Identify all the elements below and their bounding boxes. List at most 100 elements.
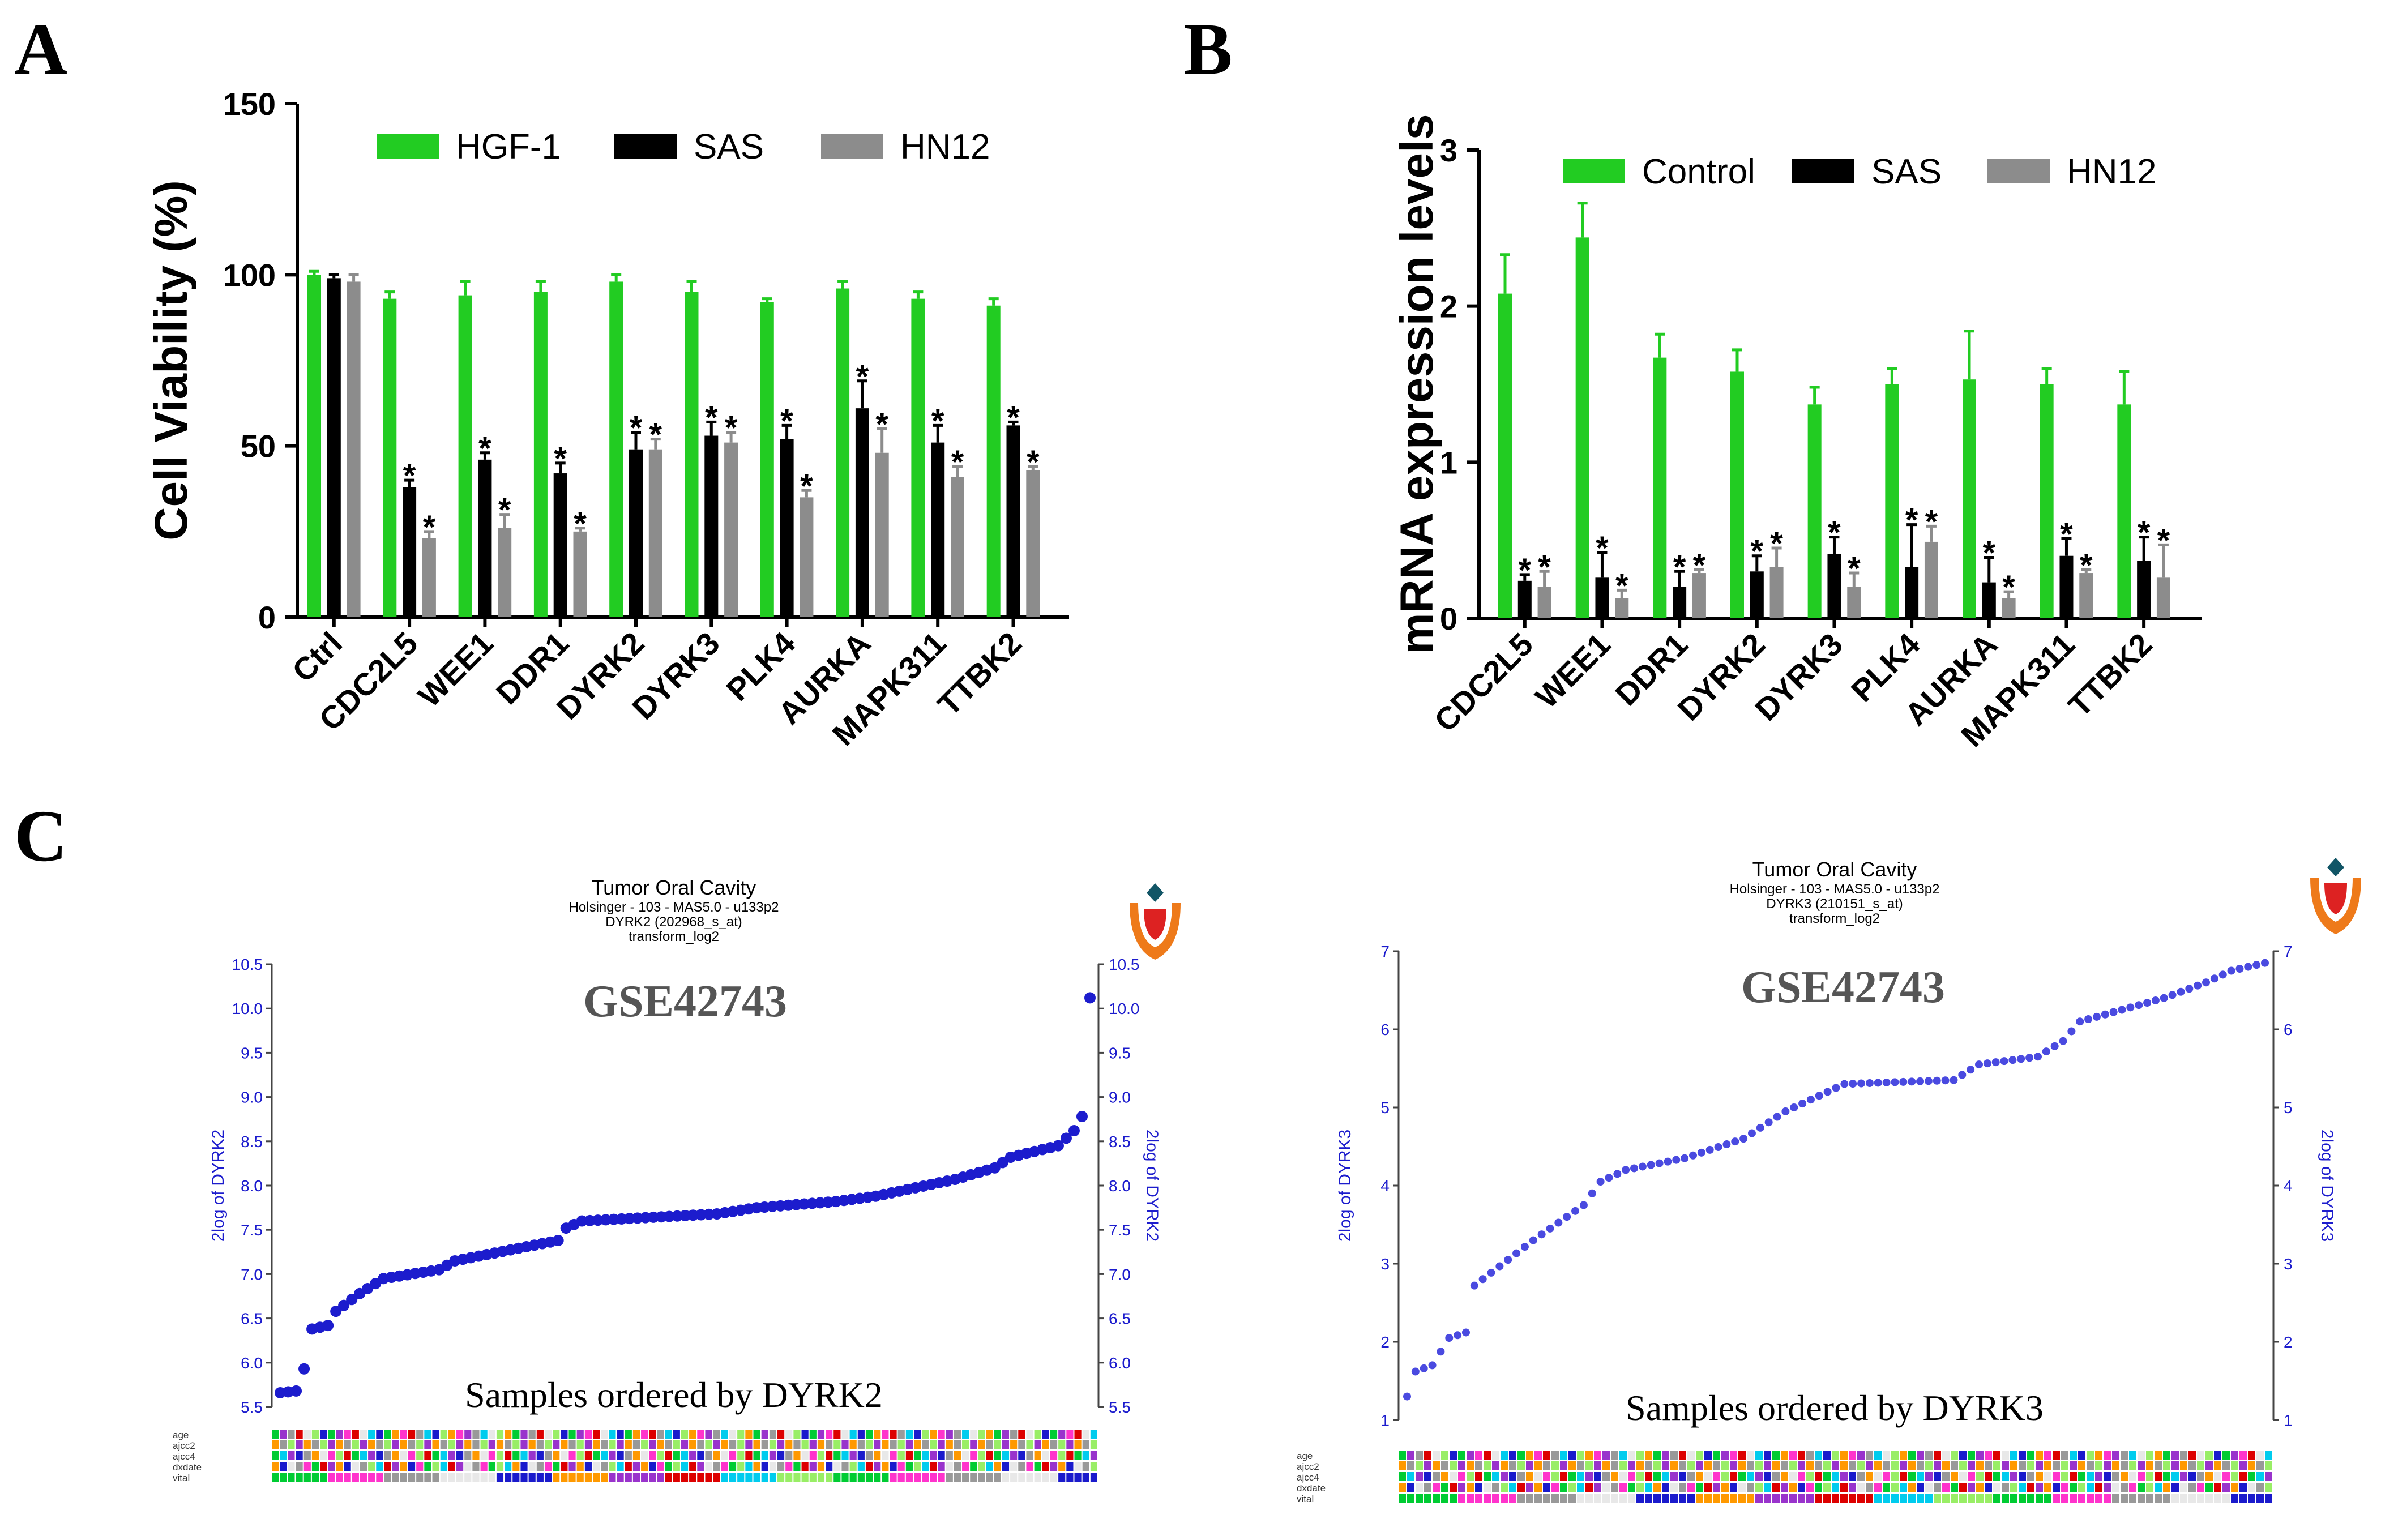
track-cell <box>665 1451 672 1460</box>
data-point <box>1613 1170 1622 1178</box>
track-cell <box>1526 1451 1533 1460</box>
y-tick-label-right: 8.5 <box>1109 1133 1131 1150</box>
track-cell <box>1526 1461 1533 1470</box>
data-point <box>1790 1103 1798 1111</box>
track-cell <box>729 1440 737 1449</box>
data-point <box>1806 1096 1815 1104</box>
track-cell <box>1866 1451 1873 1460</box>
track-cell <box>1781 1494 1788 1503</box>
track-cell <box>705 1430 712 1439</box>
track-cell <box>1509 1472 1516 1481</box>
track-cell <box>1942 1472 1950 1481</box>
track-cell <box>1959 1451 1967 1460</box>
track-cell <box>368 1440 375 1449</box>
track-cell <box>2121 1451 2128 1460</box>
track-cell <box>376 1451 383 1460</box>
track-cell <box>384 1440 391 1449</box>
track-cell <box>1074 1430 1082 1439</box>
track-cell <box>2104 1472 2111 1481</box>
track-cell <box>962 1462 969 1471</box>
track-cell <box>601 1440 608 1449</box>
track-cell <box>1917 1461 1924 1470</box>
track-cell <box>1857 1451 1865 1460</box>
track-cell <box>1018 1430 1025 1439</box>
track-cell <box>1467 1472 1474 1481</box>
track-cell <box>505 1451 512 1460</box>
track-cell <box>882 1440 889 1449</box>
track-cell <box>897 1430 905 1439</box>
track-cell <box>2146 1461 2153 1470</box>
track-cell <box>456 1440 464 1449</box>
track-cell <box>833 1462 841 1471</box>
track-cell <box>1934 1461 1941 1470</box>
track-cell <box>296 1451 303 1460</box>
track-cell <box>1985 1451 1992 1460</box>
track-cell <box>1687 1461 1695 1470</box>
track-cell <box>1441 1472 1448 1481</box>
track-cell <box>1407 1494 1414 1503</box>
data-point <box>2210 974 2218 983</box>
track-cell <box>1467 1483 1474 1492</box>
track-cell <box>1018 1462 1025 1471</box>
data-point <box>1454 1331 1462 1340</box>
track-cell <box>1653 1461 1661 1470</box>
data-point <box>1571 1207 1580 1215</box>
track-cell <box>849 1440 857 1449</box>
significance-star: * <box>1007 399 1020 436</box>
y-tick-label-right: 3 <box>2284 1255 2293 1273</box>
track-cell <box>392 1440 399 1449</box>
data-point <box>290 1385 302 1397</box>
track-cell <box>472 1462 480 1471</box>
track-cell <box>2214 1461 2221 1470</box>
track-cell <box>874 1473 881 1482</box>
track-cell <box>1619 1494 1627 1503</box>
track-cell <box>1568 1461 1576 1470</box>
track-cell <box>1908 1451 1916 1460</box>
track-cell <box>1900 1483 1907 1492</box>
track-cell <box>1074 1462 1082 1471</box>
track-cell <box>721 1473 728 1482</box>
data-point <box>1638 1162 1647 1171</box>
track-cell <box>1976 1461 1984 1470</box>
track-cell <box>1517 1472 1525 1481</box>
bar-sas-dyrk2 <box>1750 571 1764 618</box>
track-cell <box>472 1440 480 1449</box>
track-cell <box>1849 1483 1856 1492</box>
bar-sas-mapk311 <box>931 442 945 617</box>
y-tick-label-right: 6.5 <box>1109 1310 1131 1328</box>
track-cell <box>1082 1462 1089 1471</box>
track-cell <box>689 1430 696 1439</box>
track-cell <box>464 1430 472 1439</box>
track-cell <box>2205 1494 2213 1503</box>
track-cell <box>737 1451 745 1460</box>
track-cell <box>2239 1472 2247 1481</box>
track-cell <box>833 1440 841 1449</box>
track-cell <box>2231 1451 2238 1460</box>
track-cell <box>841 1462 849 1471</box>
track-cell <box>2087 1451 2094 1460</box>
track-cell <box>2248 1461 2255 1470</box>
track-cell <box>2027 1451 2034 1460</box>
track-cell <box>512 1473 520 1482</box>
data-point <box>1747 1129 1756 1137</box>
track-cell <box>392 1462 399 1471</box>
bar-hn12-plk4 <box>1924 541 1938 618</box>
track-cell <box>1815 1494 1822 1503</box>
track-cell <box>1806 1451 1814 1460</box>
track-cell <box>1883 1494 1890 1503</box>
data-point <box>1975 1060 1983 1069</box>
track-cell <box>2222 1483 2230 1492</box>
track-cell <box>1951 1451 1958 1460</box>
category-label: WEE1 <box>1528 626 1617 715</box>
data-point <box>1891 1078 1899 1086</box>
track-cell <box>601 1451 608 1460</box>
track-cell <box>922 1430 929 1439</box>
track-cell <box>705 1462 712 1471</box>
data-point <box>1832 1084 1840 1092</box>
track-cell <box>440 1451 447 1460</box>
data-point <box>2244 962 2252 971</box>
legend-swatch <box>1563 159 1625 183</box>
track-cell <box>272 1462 279 1471</box>
track-cell <box>1042 1430 1049 1439</box>
